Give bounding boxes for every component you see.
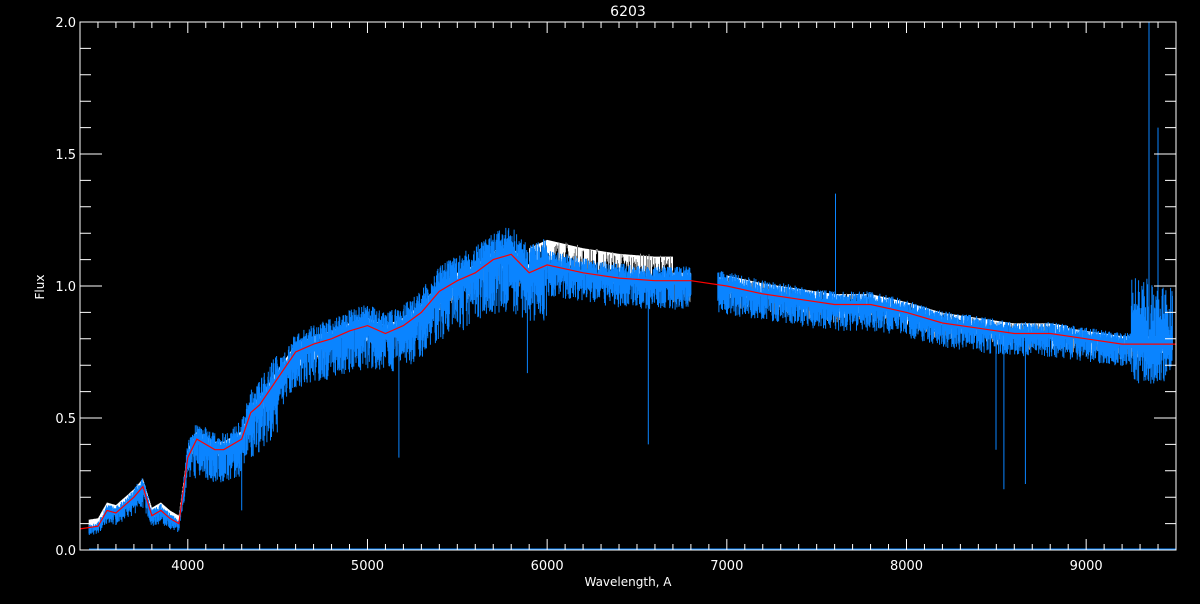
x-tick-label: 5000 <box>351 559 384 574</box>
y-tick-label: 1.0 <box>55 280 76 295</box>
x-tick-label: 4000 <box>171 559 204 574</box>
y-tick-label: 0.5 <box>55 412 76 427</box>
y-tick-label: 2.0 <box>55 16 76 31</box>
x-tick-label: 9000 <box>1070 559 1103 574</box>
y-tick-label: 0.0 <box>55 544 76 559</box>
chart-title: 6203 <box>610 4 646 20</box>
x-axis-label: Wavelength, A <box>584 575 672 589</box>
model-continuum-line <box>79 253 1176 530</box>
observed-spectrum <box>88 22 1176 550</box>
x-tick-label: 6000 <box>531 559 564 574</box>
y-axis-label: Flux <box>33 275 47 300</box>
plot-area <box>79 22 1176 550</box>
y-tick-label: 1.5 <box>55 148 76 163</box>
axis-ticks <box>80 22 1177 550</box>
axes: 4000 5000 6000 7000 8000 9000 0.0 0.5 1.0 1.5 2.0 <box>55 16 1177 574</box>
x-tick-label: 8000 <box>890 559 923 574</box>
x-tick-label: 7000 <box>710 559 743 574</box>
